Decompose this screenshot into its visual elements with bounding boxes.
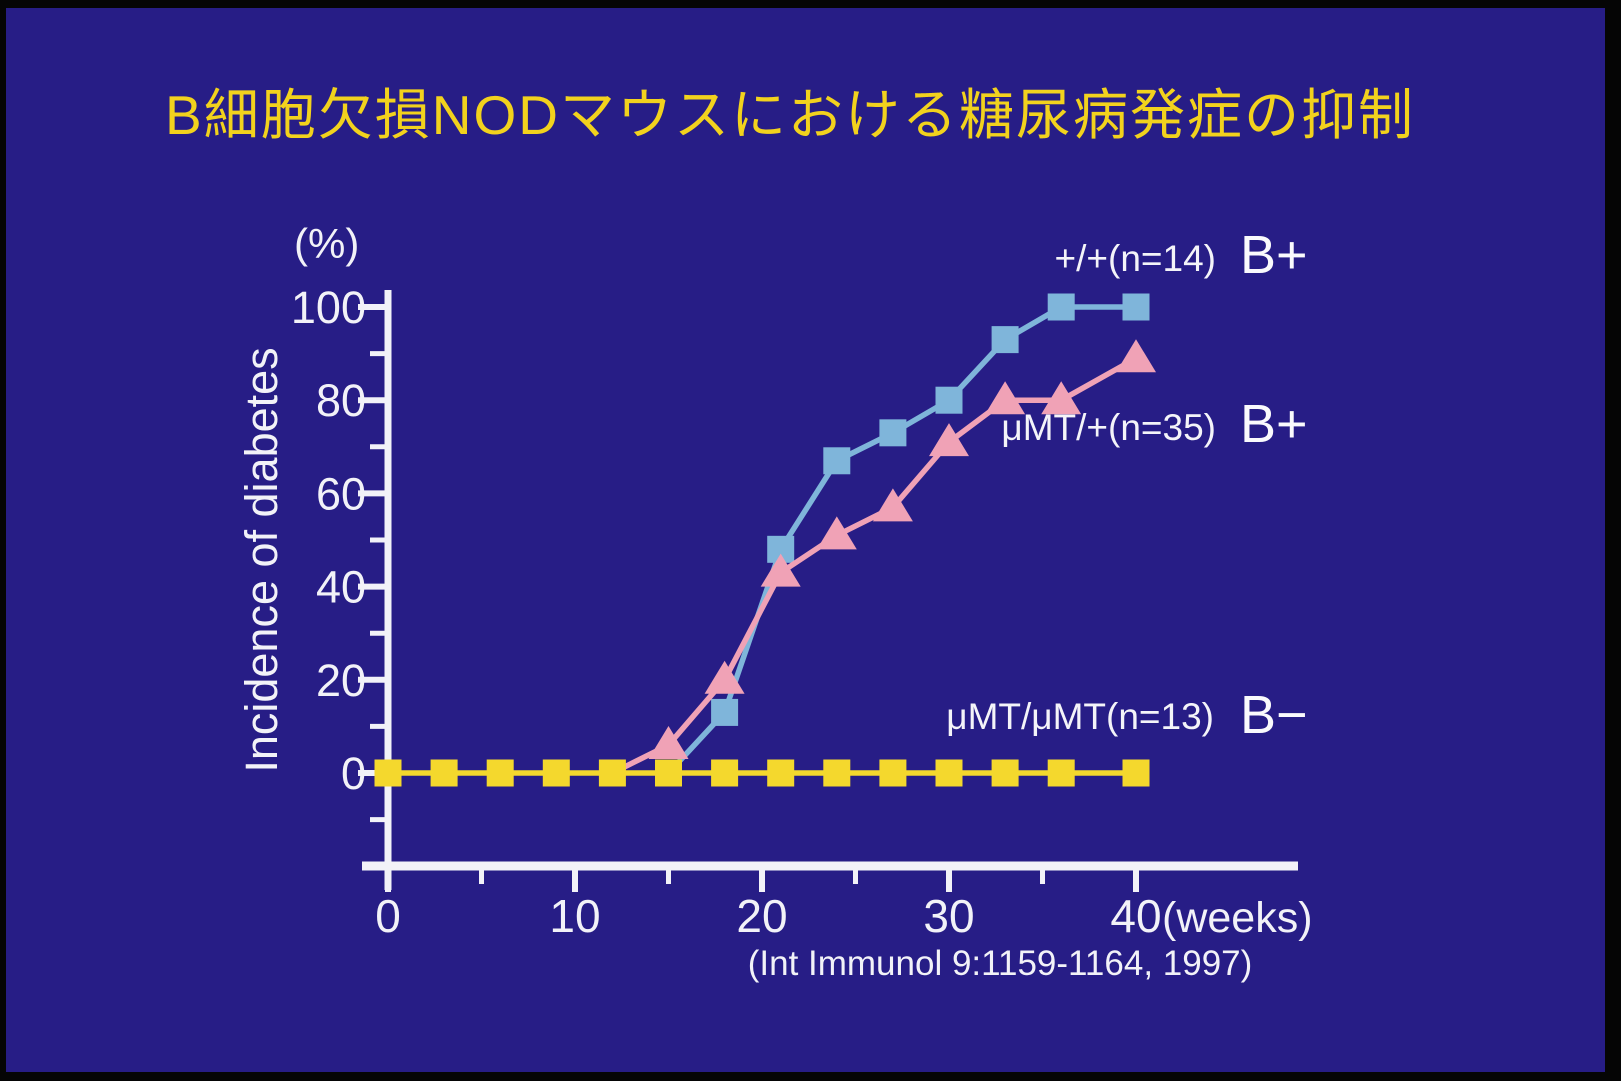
data-point-marker bbox=[598, 759, 626, 787]
data-point-marker bbox=[879, 419, 907, 447]
slide-background bbox=[6, 8, 1605, 1072]
slide-title: B細胞欠損NODマウスにおける糖尿病発症の抑制 bbox=[165, 84, 1415, 146]
series-line bbox=[611, 355, 1138, 776]
data-point-marker bbox=[929, 423, 969, 457]
y-tick-label: 40 bbox=[316, 562, 366, 613]
data-point-marker bbox=[1116, 339, 1156, 373]
legend-knockout-label: μMT/μMT(n=13) bbox=[946, 696, 1214, 737]
legend-wildtype-group-tag: B+ bbox=[1240, 225, 1308, 285]
data-point-marker bbox=[430, 759, 458, 787]
x-tick-label: 30 bbox=[923, 890, 974, 942]
data-point-marker bbox=[879, 759, 907, 787]
data-point-marker bbox=[935, 386, 963, 414]
data-point-marker bbox=[1122, 759, 1150, 787]
data-point-marker bbox=[991, 326, 1019, 354]
data-point-marker bbox=[823, 759, 851, 787]
data-point-marker bbox=[872, 488, 913, 522]
series-knockout bbox=[374, 759, 1150, 787]
data-point-marker bbox=[767, 759, 795, 787]
x-tick-label: 20 bbox=[736, 890, 787, 942]
y-tick-label: 100 bbox=[291, 282, 366, 333]
x-tick-label: 0 bbox=[375, 890, 401, 942]
y-axis-unit-label: (%) bbox=[294, 220, 360, 267]
y-tick-label: 20 bbox=[316, 655, 366, 706]
data-point-marker bbox=[711, 759, 739, 787]
data-point-marker bbox=[542, 759, 570, 787]
data-point-marker bbox=[711, 698, 739, 726]
data-point-marker bbox=[1122, 293, 1150, 321]
citation: (Int Immunol 9:1159-1164, 1997) bbox=[747, 944, 1253, 983]
data-point-marker bbox=[1047, 759, 1075, 787]
legend-wildtype-label: +/+(n=14) bbox=[1054, 238, 1216, 279]
data-point-marker bbox=[985, 381, 1026, 415]
data-point-marker bbox=[1041, 381, 1082, 415]
data-point-marker bbox=[1047, 293, 1075, 321]
y-tick-label: 60 bbox=[316, 468, 366, 519]
legend-knockout-group-tag: B− bbox=[1240, 685, 1308, 745]
data-point-marker bbox=[935, 759, 963, 787]
data-point-marker bbox=[486, 759, 514, 787]
y-tick-label: 80 bbox=[316, 375, 366, 426]
data-point-marker bbox=[991, 759, 1019, 787]
y-tick-label: 0 bbox=[341, 748, 366, 799]
legend-heterozygous-group-tag: B+ bbox=[1240, 394, 1308, 454]
data-point-marker bbox=[374, 759, 402, 787]
legend-heterozygous-label: μMT/+(n=35) bbox=[1001, 407, 1216, 448]
data-point-marker bbox=[704, 660, 745, 694]
data-point-marker bbox=[760, 553, 801, 587]
series-heterozygous bbox=[611, 339, 1156, 776]
x-tick-label: 40 bbox=[1110, 890, 1161, 942]
data-point-marker bbox=[648, 726, 689, 760]
data-point-marker bbox=[816, 516, 857, 550]
data-point-marker bbox=[823, 447, 851, 475]
x-axis-unit-label: (weeks) bbox=[1162, 894, 1313, 942]
data-point-marker bbox=[655, 759, 682, 787]
x-tick-label: 10 bbox=[549, 890, 600, 942]
